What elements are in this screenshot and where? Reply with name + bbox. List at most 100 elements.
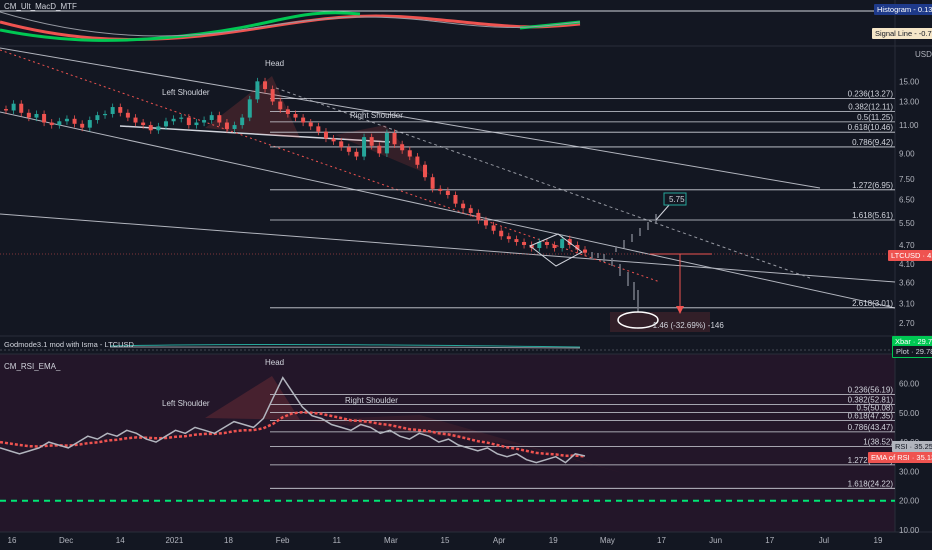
candle-body — [453, 194, 458, 204]
candle-body — [95, 115, 100, 121]
candle-body — [103, 113, 108, 116]
candle-body — [87, 120, 92, 128]
dashed-red — [0, 49, 661, 283]
candle-body — [354, 151, 359, 157]
x-axis-label: Feb — [276, 536, 290, 545]
godmode-title[interactable]: Godmode3.1 mod with Isma - LTCUSD — [4, 340, 134, 349]
candle-body — [247, 99, 252, 118]
candle-body — [483, 220, 488, 226]
candle-body — [362, 137, 367, 157]
candle-body — [293, 113, 298, 118]
rsi-tick-label: 50.00 — [899, 409, 920, 418]
x-axis-label: Apr — [493, 536, 506, 545]
x-axis-label: Jun — [709, 536, 722, 545]
rsi-ema-tag: EMA of RSI · 35.13 — [868, 452, 932, 463]
rsi-label-right-shoulder: Right Shoulder — [345, 396, 398, 405]
candle-body — [415, 156, 420, 165]
diamond-pattern — [529, 233, 583, 267]
candle-body — [445, 190, 450, 195]
rsi-tick-label: 10.00 — [899, 526, 920, 535]
x-axis-label: 16 — [8, 536, 17, 545]
candle-body — [529, 244, 534, 249]
x-axis-label: 11 — [333, 536, 342, 545]
candle-body — [400, 144, 405, 151]
price-axis-ticks: 2.70 3.10 3.60 4.10 4.70 5.50 6.50 7.50 9.00 11.0… — [899, 77, 920, 328]
candle-body — [544, 242, 549, 245]
price-panel: 0.236(13.27) 0.382(12.11)0.5(11.25)0.618(… — [0, 47, 932, 332]
candle-body — [171, 118, 176, 122]
candle-body — [217, 115, 222, 123]
candle-body — [346, 147, 351, 152]
candle-body — [232, 125, 237, 129]
candle-body — [285, 109, 290, 114]
trendline-upper — [0, 47, 821, 189]
fib-label: 0.618(10.46) — [848, 123, 894, 132]
candle-body — [560, 239, 565, 249]
candle-body — [461, 203, 466, 209]
price-tick-label: 13.00 — [899, 98, 920, 107]
fib-levels-price: 0.236(13.27) 0.382(12.11)0.5(11.25)0.618(… — [270, 90, 895, 309]
label-head: Head — [265, 59, 284, 68]
rsi-tick-label: 60.00 — [899, 379, 920, 388]
candle-body — [186, 117, 191, 126]
macd-panel — [0, 10, 895, 42]
label-left-shoulder: Left Shoulder — [162, 88, 210, 97]
x-axis-label: Dec — [59, 536, 73, 545]
candle-body — [499, 230, 504, 237]
fib-levels-rsi: 0.236(56.19)0.382(52.81)0.5(50.08)0.618(… — [270, 386, 895, 489]
candle-body — [64, 118, 69, 122]
candle-body — [575, 244, 580, 250]
x-axis-label: 18 — [224, 536, 233, 545]
rsi-fib-label: 1.618(24.22) — [848, 479, 894, 488]
price-tick-label: 4.70 — [899, 241, 915, 250]
x-axis-label: Mar — [384, 536, 398, 545]
currency-label: USD — [915, 50, 932, 59]
rsi-title[interactable]: CM_RSI_EMA_ — [4, 362, 61, 371]
candle-body — [141, 122, 146, 126]
rsi-right-shoulder-area — [300, 415, 630, 475]
candle-body — [323, 131, 328, 139]
candle-body — [392, 132, 397, 145]
candle-body — [476, 212, 481, 221]
rsi-tick-label: 20.00 — [899, 497, 920, 506]
measure-circle — [617, 311, 659, 329]
x-axis: 16 Dec 14 2021 18 Feb 11 Mar 15 Apr 19 May 17 Jun 17 Ju… — [8, 536, 883, 545]
x-axis-label: 2021 — [165, 536, 183, 545]
candle-body — [57, 121, 62, 126]
godmode-panel — [0, 343, 895, 351]
candle-body — [377, 145, 382, 154]
candle-body — [301, 117, 306, 123]
candle-body — [339, 141, 344, 148]
price-tick-label: 9.00 — [899, 149, 915, 158]
candle-body — [522, 242, 527, 245]
x-axis-label: 14 — [116, 536, 125, 545]
candle-body — [369, 137, 374, 146]
candles — [4, 77, 587, 257]
x-axis-label: 17 — [765, 536, 774, 545]
candle-body — [156, 126, 161, 131]
rsi-fib-label: 0.618(47.35) — [848, 412, 894, 421]
price-tick-label: 11.00 — [899, 121, 919, 130]
projection-bars — [591, 214, 657, 312]
x-axis-label: 17 — [657, 536, 666, 545]
x-axis-label: 15 — [441, 536, 450, 545]
candle-body — [224, 122, 229, 129]
candle-body — [4, 109, 8, 111]
trendline-middle — [0, 111, 896, 309]
candle-body — [80, 123, 85, 128]
candle-body — [255, 81, 260, 100]
rsi-label-left-shoulder: Left Shoulder — [162, 399, 210, 408]
x-axis-label: Jul — [819, 536, 829, 545]
rsi-panel-bg — [0, 354, 895, 532]
trendline-lower — [0, 213, 896, 283]
macd-title[interactable]: CM_Ult_MacD_MTF — [4, 2, 77, 11]
candle-body — [263, 81, 268, 90]
candle-body — [331, 138, 336, 142]
candle-body — [316, 126, 321, 132]
candle-body — [42, 113, 47, 123]
macd-histogram-tag: Histogram - 0.13 — [874, 4, 932, 15]
fib-label: 0.5(11.25) — [857, 113, 893, 122]
dashed-upper — [275, 87, 811, 279]
candle-body — [163, 121, 168, 127]
candle-body — [72, 118, 77, 124]
